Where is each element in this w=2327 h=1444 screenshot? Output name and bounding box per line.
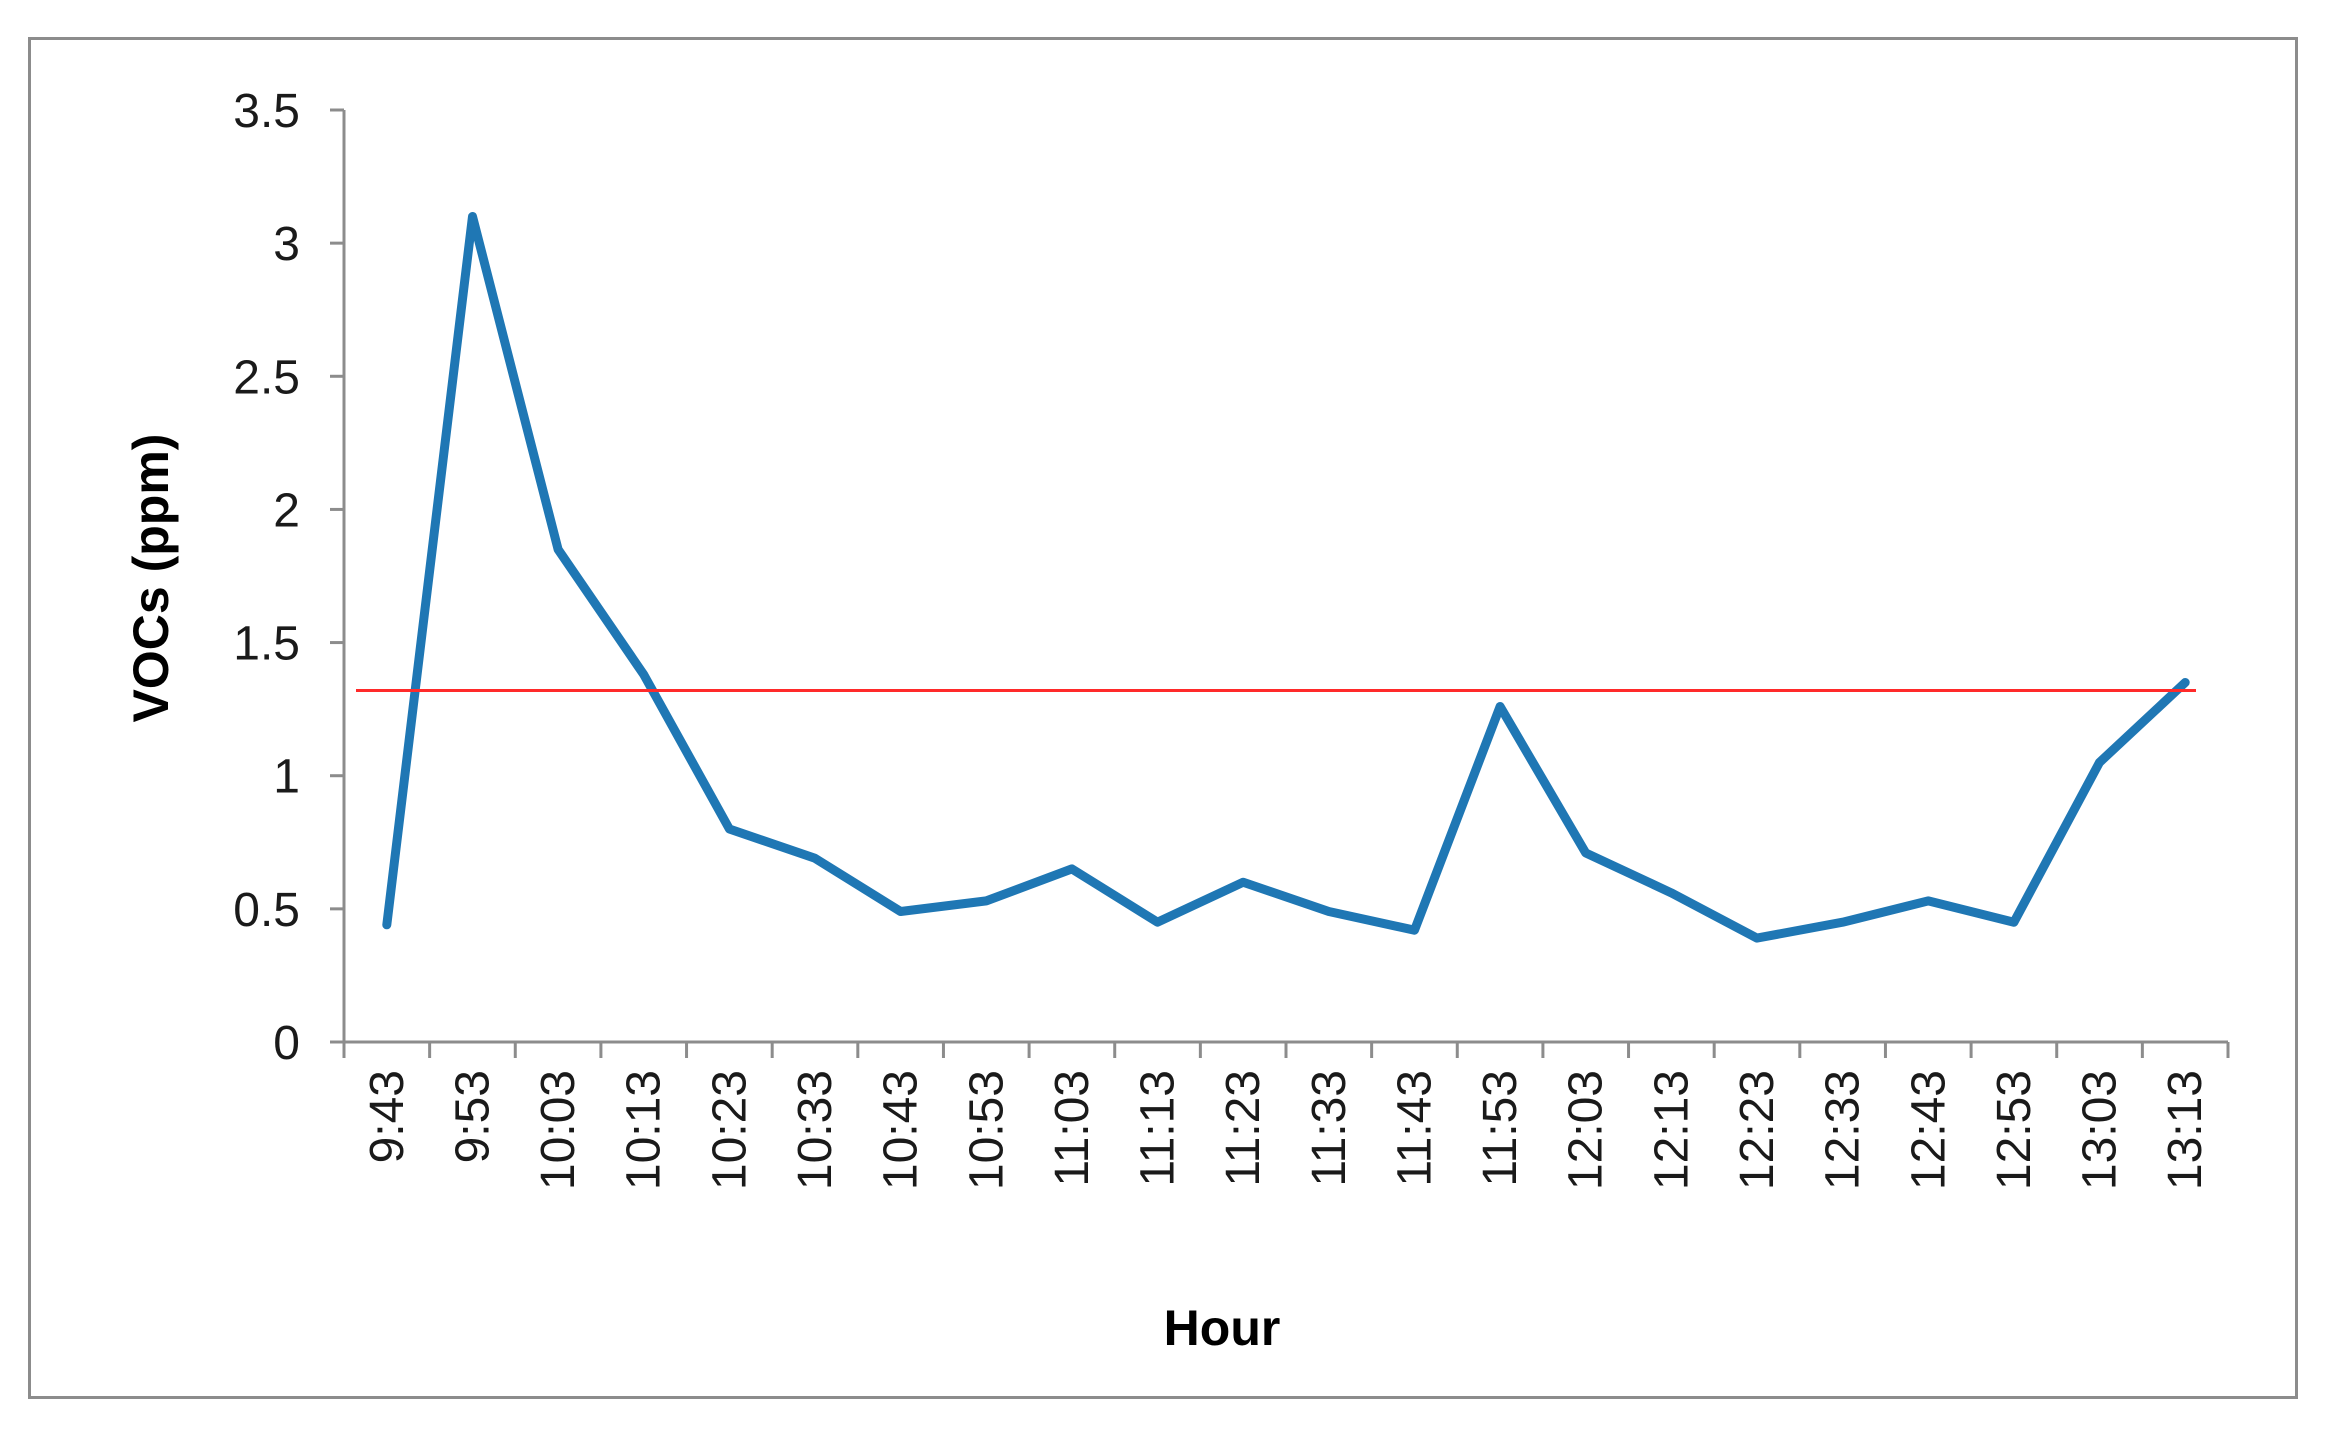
y-tick-label: 3.5 [233, 85, 300, 138]
x-tick-label: 13:03 [2074, 1070, 2127, 1190]
x-axis-title: Hour [1164, 1300, 1281, 1356]
chart-frame [28, 37, 2298, 1399]
x-tick-label: 11:23 [1217, 1070, 1270, 1187]
x-tick-label: 10:23 [703, 1070, 756, 1190]
x-tick-label: 11:03 [1046, 1070, 1099, 1187]
x-tick-label: 10:13 [618, 1070, 671, 1190]
x-tick-label: 11:43 [1388, 1070, 1441, 1187]
y-tick-label: 2 [273, 484, 300, 537]
x-tick-label: 10:43 [875, 1070, 928, 1190]
y-axis: 0 0.5 1 1.5 2 2.5 3 3.5 [233, 85, 346, 1070]
x-tick-label: 11:53 [1474, 1070, 1527, 1187]
y-tick-label: 0 [273, 1017, 300, 1070]
x-tick-label: 12:03 [1560, 1070, 1613, 1190]
x-tick-label: 9:43 [361, 1070, 414, 1163]
x-tick-label: 12:53 [1988, 1070, 2041, 1190]
y-tick-label: 0.5 [233, 884, 300, 937]
x-tick-label: 9:53 [446, 1070, 499, 1163]
y-tick-label: 1.5 [233, 618, 300, 671]
x-tick-label: 13:13 [2159, 1070, 2212, 1190]
y-tick-label: 1 [273, 751, 300, 804]
y-tick-label: 2.5 [233, 351, 300, 404]
x-axis: 9:43 9:53 10:03 10:13 10:23 10:33 10:43 10:53 11… [342, 1040, 2230, 1190]
x-tick-label: 10:03 [532, 1070, 585, 1190]
series-group [382, 212, 2190, 943]
series-line [382, 212, 2190, 943]
y-tick-label: 3 [273, 218, 300, 271]
x-tick-label: 12:23 [1731, 1070, 1784, 1190]
x-tick-label: 12:43 [1902, 1070, 1955, 1190]
x-tick-label: 12:13 [1645, 1070, 1698, 1190]
x-tick-label: 10:53 [960, 1070, 1013, 1190]
x-tick-label: 11:33 [1303, 1070, 1356, 1187]
x-tick-label: 10:33 [789, 1070, 842, 1190]
x-tick-label: 11:13 [1132, 1070, 1185, 1187]
x-tick-label: 12:33 [1817, 1070, 1870, 1190]
y-axis-title: VOCs (ppm) [123, 434, 179, 723]
